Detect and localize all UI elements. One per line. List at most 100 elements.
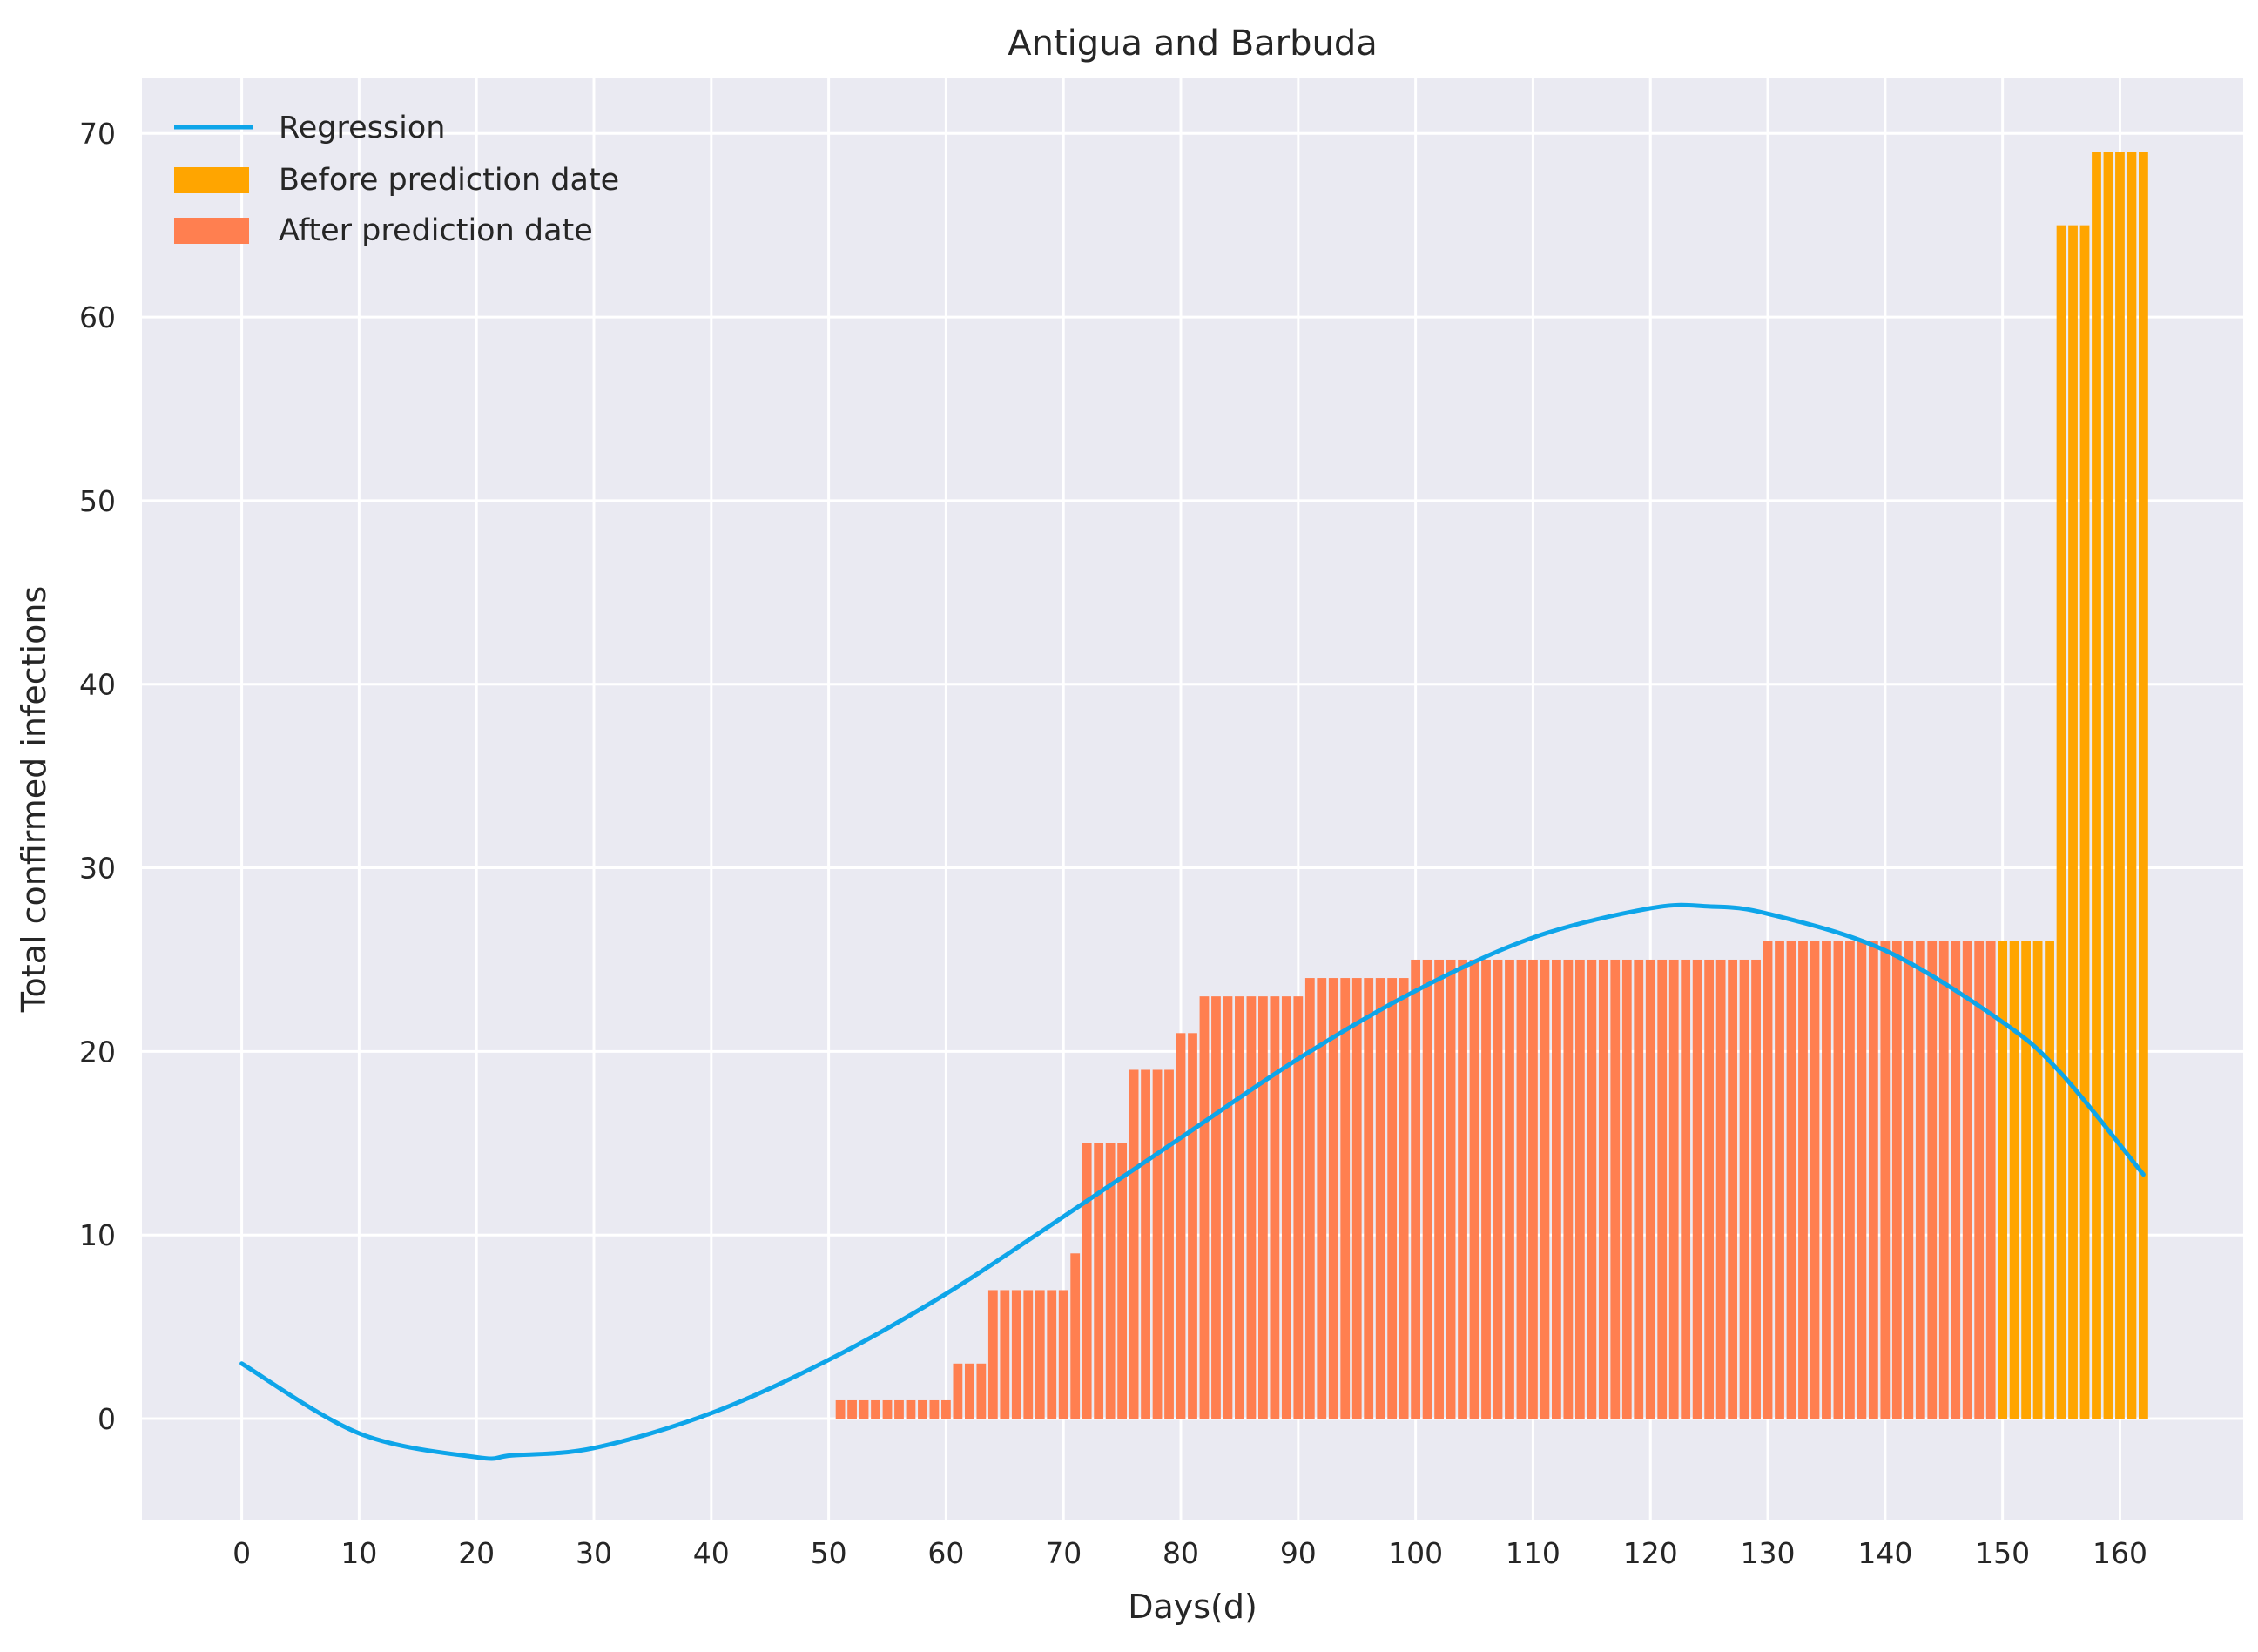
after-bar — [1552, 959, 1561, 1419]
before-bar — [2056, 225, 2066, 1419]
y-tick-label: 50 — [79, 484, 116, 518]
after-bar — [1681, 959, 1691, 1419]
after-bar — [1798, 941, 1808, 1419]
after-bar — [1985, 941, 1996, 1419]
after-bar — [1540, 959, 1550, 1419]
after-bar — [1904, 941, 1914, 1419]
x-tick-label: 90 — [1280, 1536, 1317, 1570]
after-bar — [1000, 1290, 1010, 1419]
after-bar — [918, 1399, 927, 1419]
after-bar — [1129, 1069, 1139, 1419]
after-bar — [976, 1363, 987, 1419]
after-bar — [1927, 941, 1938, 1419]
legend-regression-label: Regression — [279, 111, 445, 145]
after-bar — [1822, 941, 1831, 1419]
after-bar — [847, 1399, 857, 1419]
after-bar — [1117, 1143, 1128, 1419]
after-bar — [1047, 1290, 1057, 1419]
after-bar — [987, 1290, 998, 1419]
after-bar — [1574, 959, 1585, 1419]
x-axis-label: Days(d) — [1128, 1588, 1257, 1626]
before-bar — [2115, 152, 2125, 1419]
x-tick-label: 30 — [576, 1536, 612, 1570]
after-bar — [1105, 1143, 1116, 1419]
after-bar — [1951, 941, 1961, 1419]
before-bar — [2068, 225, 2078, 1419]
after-bar — [859, 1399, 869, 1419]
before-bar — [2092, 152, 2101, 1419]
after-bar — [1211, 996, 1221, 1419]
after-bar — [1446, 959, 1456, 1419]
x-tick-label: 140 — [1857, 1536, 1912, 1570]
x-tick-label: 130 — [1741, 1536, 1796, 1570]
after-bar — [1962, 941, 1972, 1419]
after-bar — [1176, 1033, 1186, 1419]
after-bar — [1422, 959, 1432, 1419]
after-bar — [1293, 996, 1304, 1419]
after-bar — [1082, 1143, 1092, 1419]
after-bar — [1775, 941, 1784, 1419]
after-bar — [941, 1399, 951, 1419]
after-bar — [1328, 978, 1338, 1419]
after-bar — [1891, 941, 1902, 1419]
legend-after-label: After prediction date — [279, 213, 593, 248]
after-bar — [1235, 996, 1244, 1419]
after-bar — [1857, 941, 1867, 1419]
y-tick-label: 60 — [79, 300, 116, 334]
after-bar — [1257, 996, 1268, 1419]
after-bar — [1152, 1069, 1163, 1419]
regression-line — [239, 902, 2146, 1461]
after-bar — [1621, 959, 1632, 1419]
after-bar — [1011, 1290, 1021, 1419]
after-bar — [1094, 1143, 1104, 1419]
legend: Regression Before prediction date After … — [174, 111, 619, 248]
x-tick-label: 120 — [1623, 1536, 1678, 1570]
before-bar — [2139, 152, 2148, 1419]
x-tick-label: 80 — [1163, 1536, 1199, 1570]
after-bar — [906, 1399, 916, 1419]
y-tick-label: 40 — [79, 668, 116, 702]
after-bar — [1938, 941, 1949, 1419]
after-bar — [964, 1363, 974, 1419]
x-tick-label: 10 — [340, 1536, 377, 1570]
after-bar — [1880, 941, 1891, 1419]
y-tick-labels: 0 10 20 30 40 50 60 70 — [79, 117, 116, 1436]
after-bar — [1364, 978, 1374, 1419]
before-bar — [2127, 152, 2137, 1419]
after-bar — [1481, 959, 1491, 1419]
after-bar — [1610, 959, 1621, 1419]
before-bar — [2045, 941, 2054, 1419]
after-bar — [835, 1399, 846, 1419]
after-bar — [1868, 941, 1878, 1419]
after-bar — [929, 1399, 940, 1419]
after-bar — [1728, 959, 1737, 1419]
after-bar — [1763, 941, 1773, 1419]
after-bar — [1035, 1290, 1045, 1419]
after-bar — [1563, 959, 1574, 1419]
after-bar — [1399, 978, 1409, 1419]
x-tick-label: 100 — [1388, 1536, 1443, 1570]
y-tick-label: 10 — [79, 1218, 116, 1252]
x-tick-label: 150 — [1975, 1536, 2030, 1570]
after-bar — [1387, 978, 1398, 1419]
x-tick-label: 60 — [927, 1536, 964, 1570]
after-bar — [882, 1399, 893, 1419]
legend-before-label: Before prediction date — [279, 163, 619, 198]
after-bar — [1505, 959, 1514, 1419]
after-bar — [1810, 941, 1820, 1419]
y-tick-label: 20 — [79, 1035, 116, 1069]
after-bar — [1188, 1033, 1197, 1419]
after-bar — [1070, 1253, 1081, 1419]
after-bar — [1199, 996, 1210, 1419]
after-bar — [1634, 959, 1644, 1419]
after-bar — [1516, 959, 1527, 1419]
after-bar — [1528, 959, 1538, 1419]
after-bar — [1657, 959, 1668, 1419]
after-bar — [1317, 978, 1327, 1419]
after-bar — [894, 1399, 904, 1419]
x-tick-labels: 0 10 20 30 40 50 60 70 80 90 100 110 120 130 140 150 160 — [233, 1536, 2147, 1570]
after-bar — [1598, 959, 1608, 1419]
after-bar — [1351, 978, 1362, 1419]
after-bar — [1493, 959, 1503, 1419]
